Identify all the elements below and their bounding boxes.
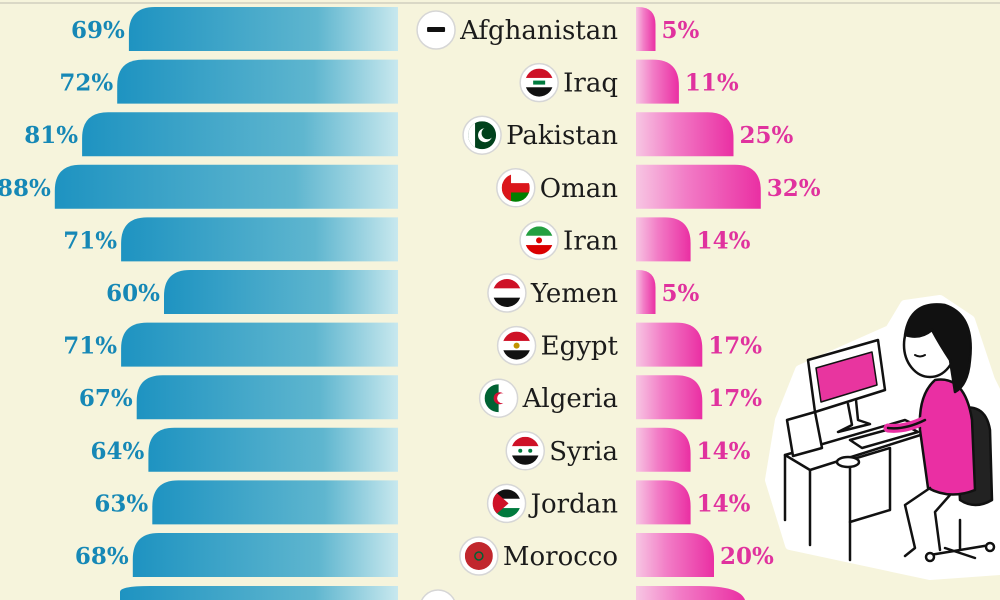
left-value-label: 88% [0, 175, 51, 202]
right-bar [636, 533, 714, 577]
right-value-label: 5% [662, 280, 700, 307]
left-bar [148, 427, 398, 472]
pakistan-flag-icon [462, 115, 502, 155]
country-label: Egypt [541, 332, 619, 362]
country-label: Morocco [503, 542, 618, 572]
egypt-flag-icon [496, 325, 537, 366]
left-value-label: 72% [59, 70, 113, 97]
country-label: Afghanistan [459, 16, 618, 46]
left-bar [132, 533, 399, 577]
right-bar [636, 322, 703, 367]
iraq-flag-icon [519, 62, 559, 103]
right-value-label: 17% [708, 385, 762, 412]
woman-at-computer-illustration [765, 295, 1000, 580]
left-bar [54, 164, 399, 209]
chart-row: 69% 5% Afghanistan [71, 7, 700, 51]
right-bar [636, 59, 679, 104]
syria-flag-icon [505, 431, 545, 471]
chart-row: 64% 14% Syria [91, 427, 751, 472]
left-value-label: 63% [94, 490, 148, 517]
chart-row: 67% 17% Algeria [79, 375, 762, 420]
left-value-label: 81% [24, 122, 78, 149]
country-label: Iraq [563, 69, 618, 99]
country-label: Pakistan [506, 121, 618, 151]
left-value-label: 64% [91, 438, 145, 465]
left-value-label: 69% [71, 17, 125, 44]
country-label: Jordan [528, 489, 619, 519]
right-value-label: 25% [740, 122, 794, 149]
right-value-label: 11% [685, 70, 739, 97]
right-value-label: 14% [697, 438, 751, 465]
right-value-label: 14% [697, 227, 751, 254]
right-bar [636, 427, 691, 472]
chart-row: 71% 17% Egypt [63, 322, 762, 367]
morocco-flag-icon [459, 536, 499, 576]
oman-flag-icon [496, 168, 536, 208]
left-bar [121, 217, 398, 262]
chart-row: 72% 11% Iraq [59, 59, 739, 104]
country-label: Iran [563, 226, 618, 256]
left-bar [128, 7, 398, 51]
left-bar [136, 375, 398, 420]
algeria-flag-icon [478, 378, 519, 418]
left-bar [82, 112, 398, 157]
chart-rows: 69% 5% Afghanistan 72% 11% Iraq 81% 25% Pakistan… [0, 7, 821, 577]
right-value-label: 20% [720, 543, 774, 570]
left-bar [164, 270, 398, 314]
country-label: Syria [549, 437, 618, 467]
afghanistan-flag-icon [416, 10, 456, 50]
left-value-label: 71% [63, 333, 117, 360]
right-value-label: 17% [708, 333, 762, 360]
country-label: Oman [540, 174, 618, 204]
right-bar [636, 217, 691, 262]
right-bar [636, 375, 703, 420]
left-value-label: 60% [106, 280, 160, 307]
yemen-flag-icon [487, 273, 527, 313]
cut-off-row [120, 586, 745, 600]
left-value-label: 67% [79, 385, 133, 412]
iran-flag-icon [519, 220, 559, 261]
chart-row: 68% 20% Morocco [75, 533, 774, 577]
right-bar [636, 112, 734, 157]
left-bar [117, 59, 398, 104]
right-bar [636, 164, 761, 209]
chart-row: 88% 32% Oman [0, 164, 821, 209]
right-bar [636, 270, 656, 314]
left-bar [121, 322, 398, 367]
country-label: Algeria [522, 384, 618, 414]
country-label: Yemen [530, 279, 618, 309]
chart-row: 81% 25% Pakistan [24, 112, 794, 157]
right-value-label: 14% [697, 490, 751, 517]
left-bar [152, 480, 398, 525]
right-bar [636, 480, 691, 525]
jordan-flag-icon [486, 483, 527, 524]
left-value-label: 68% [75, 543, 129, 570]
right-value-label: 5% [662, 17, 700, 44]
chart-row: 60% 5% Yemen [106, 270, 700, 314]
chart-row: 71% 14% Iran [63, 217, 751, 262]
right-value-label: 32% [767, 175, 821, 202]
left-value-label: 71% [63, 227, 117, 254]
right-bar [636, 7, 656, 51]
chart-row: 63% 14% Jordan [94, 480, 751, 525]
